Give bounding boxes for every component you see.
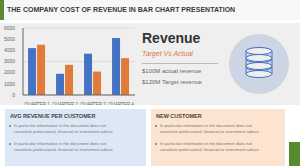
svg-text:QUARTER 3: QUARTER 3 [80,102,106,105]
html-text:In particular information in t: In particular information in the documen… [14,141,106,146]
html-text:constitute professional, finan: constitute professional, financial or in… [14,147,113,152]
html-text:In particular information in t: In particular information in the documen… [160,123,252,128]
svg-text:3000: 3000 [8,58,15,64]
html-text:Revenue: Revenue [142,30,201,46]
svg-text:2000: 2000 [8,69,15,75]
html-text:Target Vs Actual: Target Vs Actual [142,50,193,57]
svg-text:5000: 5000 [8,36,15,42]
svg-text:1000: 1000 [8,81,15,87]
svg-text:6000: 6000 [8,25,15,31]
html-text:constitute professional, finan: constitute professional, financial or in… [160,147,259,152]
html-text:AVG REVENUE PER CUSTOMER: AVG REVENUE PER CUSTOMER [10,113,96,119]
svg-text:QUARTER 4: QUARTER 4 [108,102,134,105]
html-text:In particular information in t: In particular information in the documen… [14,123,106,128]
svg-text:QUARTER 1: QUARTER 1 [24,102,50,105]
html-text:constitute professional, finan: constitute professional, financial or in… [160,129,259,134]
html-text:constitute professional, finan: constitute professional, financial or in… [14,129,113,134]
html-text:$120M Target revenue: $120M Target revenue [142,79,202,85]
html-text:THE COMPANY COST OF REVENUE IN: THE COMPANY COST OF REVENUE IN BAR CHART… [7,6,236,13]
html-text:In particular information in t: In particular information in the documen… [160,141,252,146]
html-text:$100M actual revenue: $100M actual revenue [142,68,202,74]
svg-text:0: 0 [12,92,15,98]
html-text:NEW CUSTOMER: NEW CUSTOMER [156,113,202,119]
svg-text:4000: 4000 [8,47,15,53]
svg-text:QUARTER 2: QUARTER 2 [52,102,78,105]
